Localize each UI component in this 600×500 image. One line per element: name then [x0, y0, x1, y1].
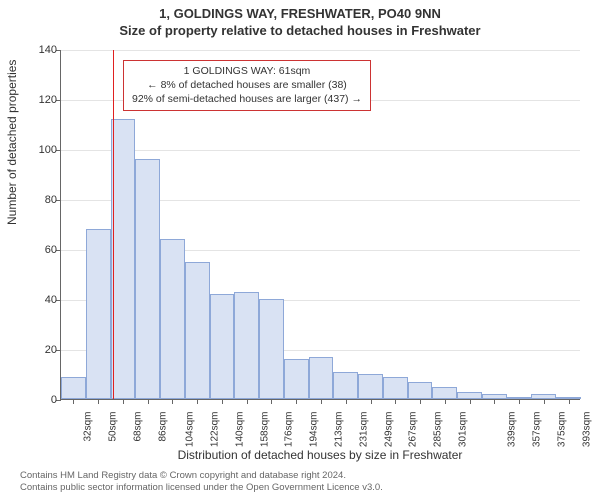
annotation-line-2: ← 8% of detached houses are smaller (38): [132, 78, 362, 92]
xtick-mark: [98, 399, 99, 404]
xtick-mark: [371, 399, 372, 404]
xtick-label: 104sqm: [185, 412, 196, 448]
histogram-bar: [234, 292, 259, 400]
xtick-label: 68sqm: [132, 412, 143, 442]
xtick-mark: [271, 399, 272, 404]
title-line-1: 1, GOLDINGS WAY, FRESHWATER, PO40 9NN: [0, 6, 600, 23]
xtick-mark: [420, 399, 421, 404]
xtick-mark: [395, 399, 396, 404]
footer: Contains HM Land Registry data © Crown c…: [20, 470, 383, 494]
annotation-line-1: 1 GOLDINGS WAY: 61sqm: [132, 64, 362, 78]
xtick-mark: [346, 399, 347, 404]
xtick-mark: [445, 399, 446, 404]
gridline: [61, 150, 580, 151]
xtick-label: 357sqm: [531, 412, 542, 448]
annotation-line-3: 92% of semi-detached houses are larger (…: [132, 92, 362, 106]
xtick-mark: [470, 399, 471, 404]
xtick-mark: [544, 399, 545, 404]
ytick-label: 60: [27, 244, 57, 256]
histogram-bar: [309, 357, 334, 400]
histogram-bar: [432, 387, 457, 400]
footer-line-2: Contains public sector information licen…: [20, 482, 383, 494]
xtick-mark: [222, 399, 223, 404]
xtick-mark: [519, 399, 520, 404]
ytick-label: 120: [27, 94, 57, 106]
xtick-label: 140sqm: [234, 412, 245, 448]
xtick-mark: [569, 399, 570, 404]
histogram-bar: [86, 229, 111, 399]
histogram-bar: [383, 377, 408, 400]
histogram-bar: [160, 239, 185, 399]
xtick-label: 231sqm: [358, 412, 369, 448]
xtick-label: 249sqm: [383, 412, 394, 448]
histogram-bar: [408, 382, 433, 400]
histogram-bar: [284, 359, 309, 399]
xtick-label: 86sqm: [157, 412, 168, 442]
xtick-mark: [148, 399, 149, 404]
histogram-bar: [259, 299, 284, 399]
histogram-bar: [185, 262, 210, 400]
xtick-label: 267sqm: [408, 412, 419, 448]
y-axis-title: Number of detached properties: [5, 60, 19, 225]
histogram-bar: [61, 377, 86, 400]
xtick-label: 213sqm: [333, 412, 344, 448]
title-block: 1, GOLDINGS WAY, FRESHWATER, PO40 9NN Si…: [0, 0, 600, 40]
xtick-label: 32sqm: [83, 412, 94, 442]
xtick-mark: [296, 399, 297, 404]
xtick-label: 176sqm: [284, 412, 295, 448]
marker-line: [113, 50, 114, 399]
xtick-mark: [123, 399, 124, 404]
xtick-label: 301sqm: [457, 412, 468, 448]
xtick-mark: [321, 399, 322, 404]
ytick-label: 40: [27, 294, 57, 306]
plot-area: 02040608010012014032sqm50sqm68sqm86sqm10…: [60, 50, 580, 400]
xtick-label: 122sqm: [209, 412, 220, 448]
histogram-bar: [210, 294, 235, 399]
footer-line-1: Contains HM Land Registry data © Crown c…: [20, 470, 383, 482]
xtick-mark: [247, 399, 248, 404]
xtick-label: 194sqm: [309, 412, 320, 448]
gridline: [61, 50, 580, 51]
xtick-label: 285sqm: [432, 412, 443, 448]
xtick-mark: [197, 399, 198, 404]
x-axis-title: Distribution of detached houses by size …: [60, 448, 580, 462]
xtick-label: 158sqm: [259, 412, 270, 448]
histogram-bar: [358, 374, 383, 399]
histogram-bar: [135, 159, 160, 399]
histogram-bar: [333, 372, 358, 400]
annotation-box: 1 GOLDINGS WAY: 61sqm ← 8% of detached h…: [123, 60, 371, 111]
xtick-mark: [494, 399, 495, 404]
xtick-label: 339sqm: [507, 412, 518, 448]
ytick-label: 140: [27, 44, 57, 56]
xtick-mark: [73, 399, 74, 404]
title-line-2: Size of property relative to detached ho…: [0, 23, 600, 40]
xtick-label: 393sqm: [581, 412, 592, 448]
ytick-label: 0: [27, 394, 57, 406]
xtick-mark: [172, 399, 173, 404]
chart-container: 1, GOLDINGS WAY, FRESHWATER, PO40 9NN Si…: [0, 0, 600, 500]
ytick-label: 20: [27, 344, 57, 356]
histogram-bar: [111, 119, 136, 399]
ytick-label: 80: [27, 194, 57, 206]
ytick-label: 100: [27, 144, 57, 156]
xtick-label: 50sqm: [108, 412, 119, 442]
histogram-bar: [457, 392, 482, 400]
xtick-label: 375sqm: [556, 412, 567, 448]
